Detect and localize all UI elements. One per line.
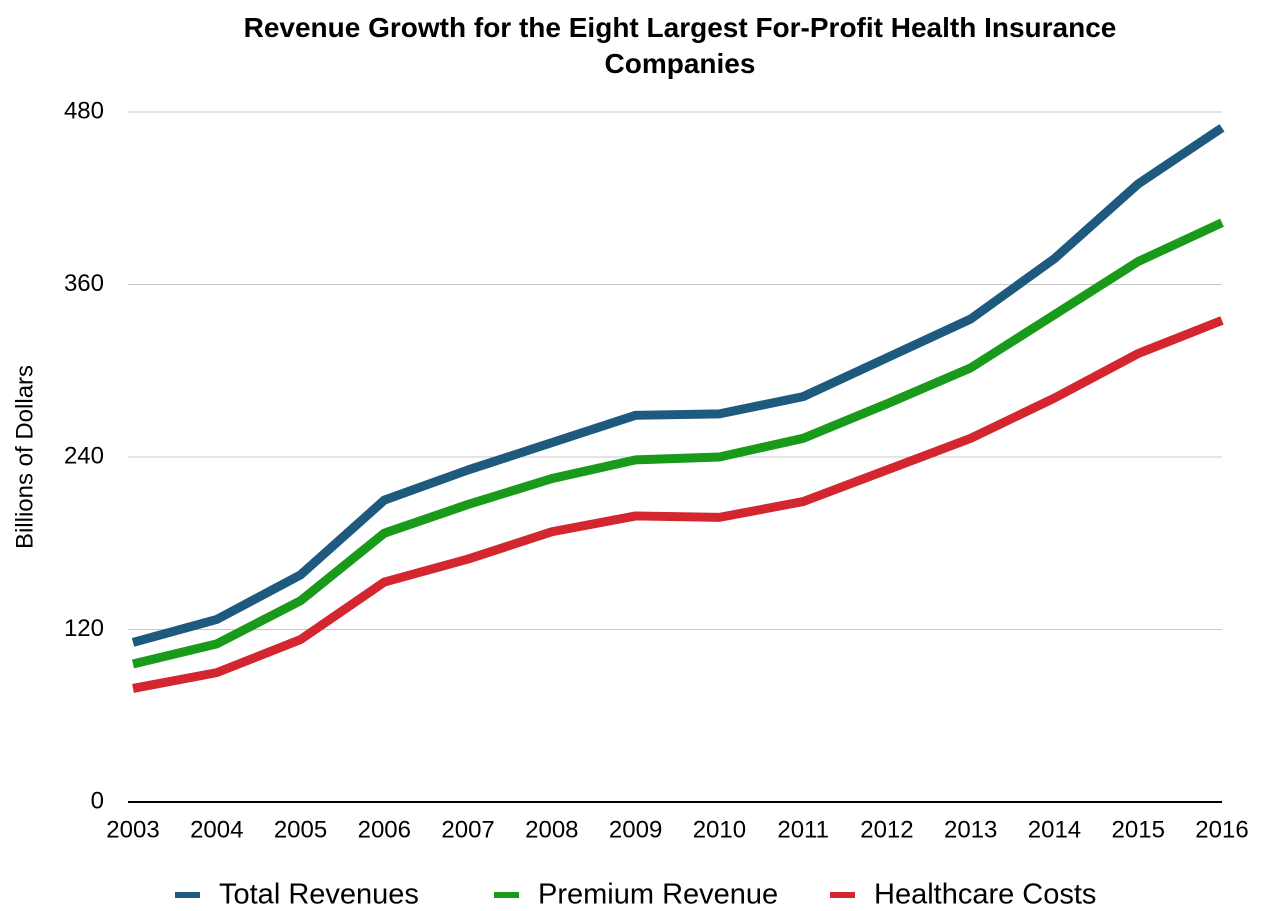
legend-label: Total Revenues (219, 879, 419, 911)
x-tick-label: 2005 (274, 816, 327, 843)
x-tick-label: 2009 (609, 816, 662, 843)
legend-label: Premium Revenue (538, 879, 778, 911)
x-tick-label: 2014 (1028, 816, 1081, 843)
x-tick-label: 2004 (190, 816, 243, 843)
x-tick-label: 2006 (358, 816, 411, 843)
data-line (131, 218, 1224, 669)
x-tick-label: 2016 (1195, 816, 1248, 843)
x-tick-label: 2010 (693, 816, 746, 843)
x-tick-label: 2007 (441, 816, 494, 843)
y-tick-label: 0 (91, 787, 104, 814)
x-tick-label: 2015 (1112, 816, 1165, 843)
x-tick-label: 2011 (777, 816, 829, 843)
x-tick-label: 2012 (860, 816, 913, 843)
legend-label: Healthcare Costs (874, 879, 1096, 911)
y-tick-label: 480 (64, 97, 104, 124)
chart-title: Revenue Growth for the Eight Largest For… (244, 12, 1117, 79)
y-axis-label: Billions of Dollars (11, 365, 38, 549)
y-tick-label: 360 (64, 270, 104, 297)
y-tick-label: 240 (64, 442, 104, 469)
data-line (132, 316, 1224, 693)
x-tick-label: 2003 (106, 816, 159, 843)
data-line (131, 124, 1225, 647)
x-tick-label: 2013 (944, 816, 997, 843)
y-tick-label: 120 (64, 615, 104, 642)
x-tick-label: 2008 (525, 816, 578, 843)
